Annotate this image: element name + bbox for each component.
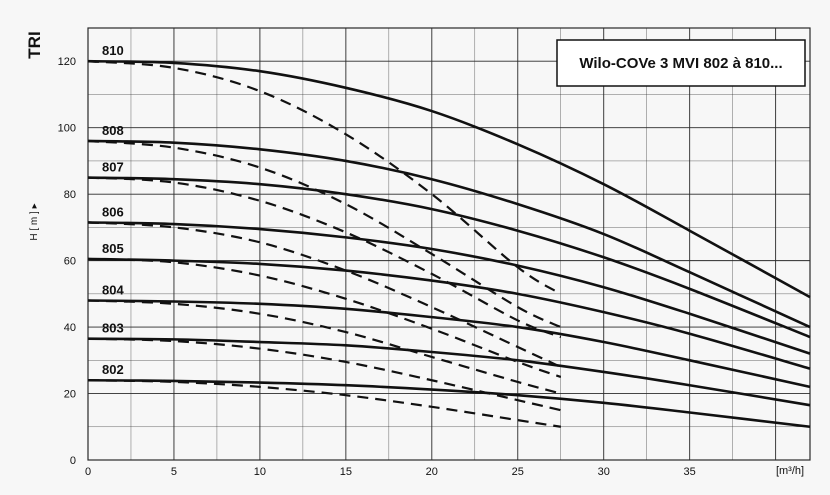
efficiency-dashed-curve: [87, 176, 562, 339]
x-tick-label: 5: [171, 466, 177, 478]
series-line-804: [87, 299, 811, 389]
series-line-802: [87, 378, 811, 429]
y-tick-label: 40: [64, 322, 76, 334]
series-line-810: [87, 59, 811, 299]
series-label-810: 810: [102, 43, 124, 58]
y-tick-label: 60: [64, 256, 76, 268]
y-tick-label: 120: [58, 56, 76, 68]
y-tick-label: 0: [70, 455, 76, 467]
series-label-808: 808: [102, 123, 124, 138]
y-axis-label: H [ m ] ▸: [29, 203, 40, 240]
title-box-frame: [556, 39, 806, 87]
grid: [87, 27, 811, 461]
series-curves: 810 808 807 806 805 804 803 802: [87, 43, 811, 429]
efficiency-dashed-curve: [87, 379, 561, 428]
series-label-805: 805: [102, 241, 124, 256]
x-tick-label: 0: [85, 466, 91, 478]
x-tick-label: 20: [426, 466, 438, 478]
series-line-803: [87, 337, 811, 407]
efficiency-dashed-curve: [87, 337, 561, 412]
x-tick-label: 15: [340, 466, 352, 478]
efficiency-dashed-curve: [87, 299, 562, 395]
series-label-807: 807: [102, 160, 124, 175]
series-label-802: 802: [102, 362, 124, 377]
x-tick-label: 10: [254, 466, 266, 478]
efficiency-dashed-curve: [87, 60, 562, 295]
title-box: Wilo-COVe 3 MVI 802 à 810...: [556, 39, 806, 87]
series-line-806: [87, 221, 811, 355]
y-tick-label: 100: [58, 123, 76, 135]
y-tick-label: 20: [64, 389, 76, 401]
side-label: TRI: [25, 31, 44, 58]
x-tick-label: 25: [512, 466, 524, 478]
x-tick-label: 30: [598, 466, 610, 478]
series-line-805: [87, 257, 811, 370]
series-label-804: 804: [102, 282, 124, 297]
x-axis-label: [m³/h]: [776, 465, 804, 477]
series-label-803: 803: [102, 321, 124, 336]
y-tick-label: 80: [64, 189, 76, 201]
chart-title: Wilo-COVe 3 MVI 802 à 810...: [579, 55, 782, 72]
series-label-806: 806: [102, 204, 124, 219]
x-tick-label: 35: [684, 466, 696, 478]
series-line-807: [87, 176, 811, 339]
tick-labels: 0 5 10 15 20 25 30 35 0 20 40 60 80 100 120: [58, 56, 696, 478]
series-line-808: [87, 139, 811, 329]
